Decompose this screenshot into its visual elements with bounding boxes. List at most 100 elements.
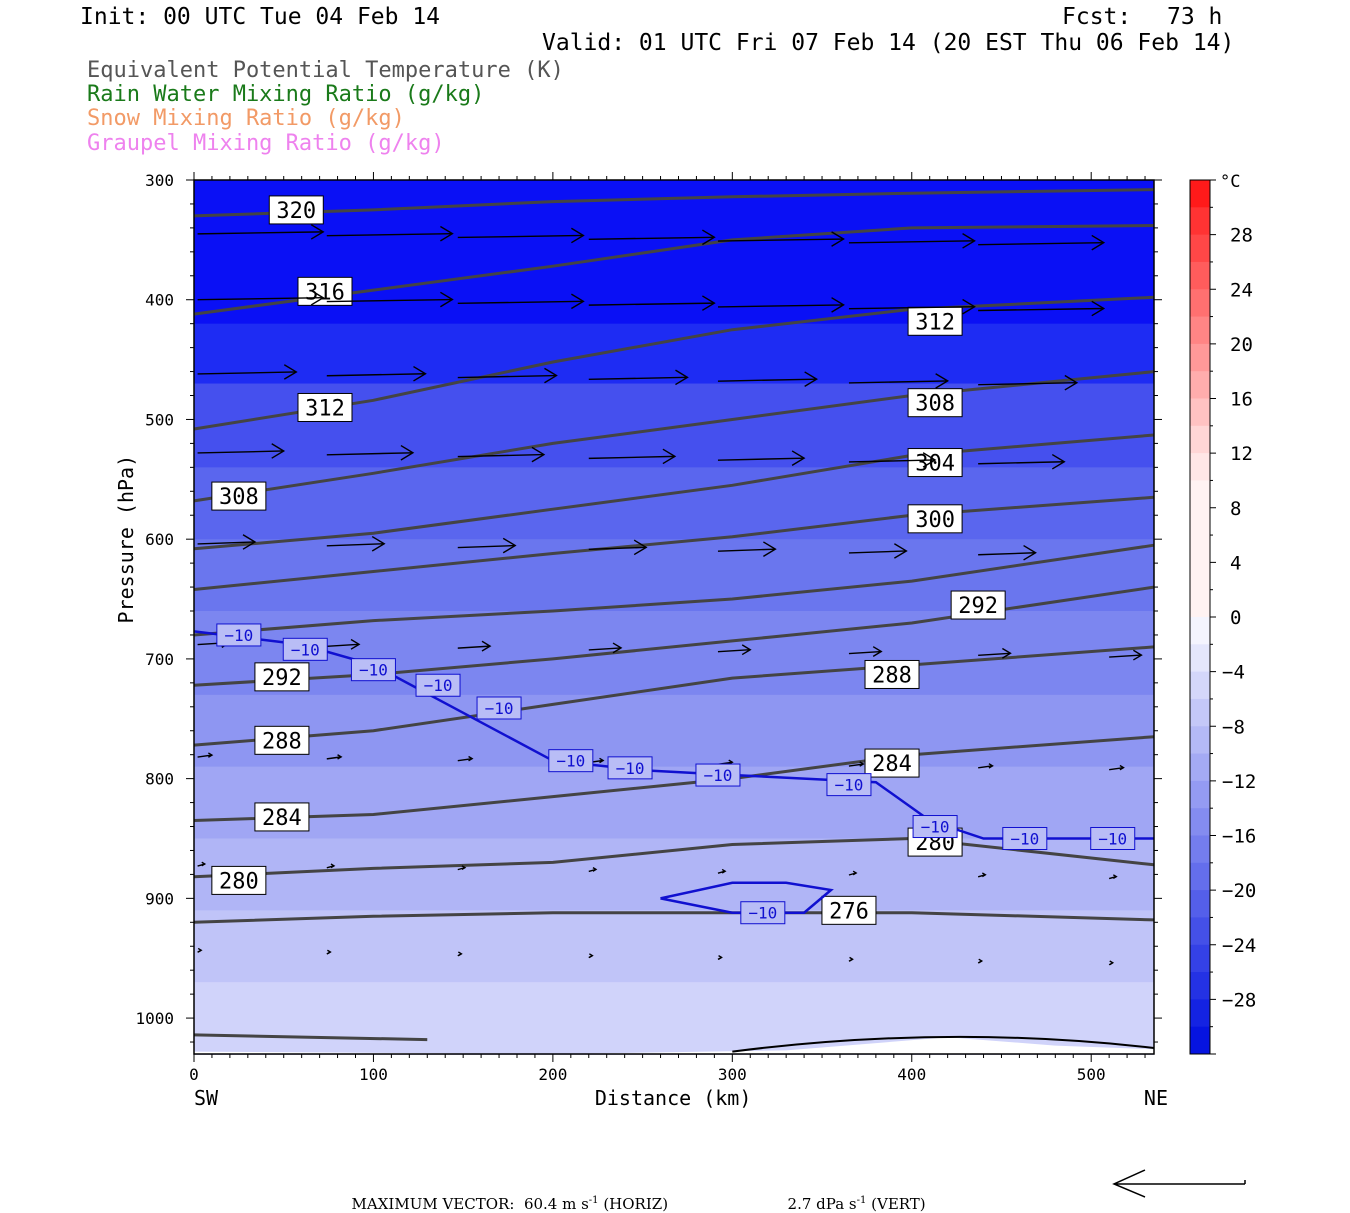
sw-label: SW [194,1086,219,1110]
shading-band [194,766,1154,840]
plot-frame [193,179,1155,1055]
temperature-label: −10 [1010,829,1039,848]
colorbar-swatch [1190,862,1210,891]
wind-arrow [848,306,975,310]
theta-e-line [193,188,1155,218]
wind-arrow-head [718,955,723,960]
wind-arrow [457,544,516,549]
wind-arrow [717,378,817,382]
wind-arrow [717,238,844,242]
wind-arrow-head [468,755,474,762]
wind-arrow-head [849,956,854,962]
x-tick-label: 500 [1077,1065,1106,1084]
wind-arrow-head [859,761,865,767]
colorbar-swatch [1190,671,1210,700]
wind-arrow [326,452,413,456]
y-tick-label: 500 [145,410,174,429]
wind-arrow-head [831,297,845,313]
colorbar-unit: °C [1220,172,1240,192]
wind-arrow-head [571,227,585,244]
theta-e-label-box [254,725,310,755]
theta-e-label: 292 [262,666,302,691]
wind-arrow [848,459,936,463]
temperature-label-box [282,637,328,661]
x-tick-label: 100 [359,1065,388,1084]
theta-e-label-box [254,802,310,832]
wind-arrow [978,652,1011,657]
colorbar-swatch [1190,207,1210,236]
shading-band [194,910,1154,984]
colorbar-swatch [1190,261,1210,290]
temperature-label-box [740,901,786,925]
theta-e-label-box [297,392,353,422]
wind-arrow-head [310,224,325,240]
theta-e-line [193,543,1155,637]
colorbar-swatch [1190,617,1210,645]
temperature-line [660,881,834,914]
wind-arrow [588,455,675,460]
legend-snow: Snow Mixing Ratio (g/kg) [87,106,405,131]
wind-arrow-head [791,450,806,466]
temperature-label: −10 [556,752,585,771]
legend-theta-e: Equivalent Potential Temperature (K) [87,58,564,83]
surface-contour [193,1033,428,1042]
wind-arrow-head [1133,649,1143,661]
wind-arrow-head [741,644,752,656]
wind-arrow [457,374,557,379]
wind-arrow-head [461,865,467,871]
colorbar-swatch [1190,535,1210,563]
colorbar-tick-label: −20 [1222,880,1256,902]
wind-arrow [1109,766,1124,771]
wind-arrow-head [1119,764,1125,771]
valid-time: Valid: 01 UTC Fri 07 Feb 14 (20 EST Thu … [542,30,1235,56]
wind-arrow-head [763,541,777,557]
colorbar-tick-label: 8 [1230,498,1241,520]
wind-arrow [848,763,864,767]
wind-arrow [588,647,622,651]
temperature-label-box [607,756,653,780]
y-axis-title: Pressure (hPa) [114,455,138,624]
colorbar-tick-label: 4 [1230,552,1241,574]
wind-arrow [978,461,1065,465]
wind-arrow [588,376,688,381]
temperature-label: −10 [748,904,777,923]
theta-e-label: 288 [262,729,302,754]
legend-rain: Rain Water Mixing Ratio (g/kg) [87,82,485,107]
wind-arrow [326,298,453,303]
wind-arrow [588,302,715,306]
temperature-contours: −10 −10 −10 −10 −10 −10 −10 −10 −10 −10 −10 −10 −10 [193,623,1154,925]
wind-arrow-head [544,367,558,384]
theta-e-line [193,645,1155,747]
colorbar-swatch [1190,180,1210,208]
theta-e-line [193,735,1155,822]
wind-arrow-head [440,291,454,308]
wind-arrow-head [1112,874,1118,880]
theta-e-label: 308 [915,392,955,417]
vert-tag: (VERT) [871,1195,926,1213]
wind-arrow-head [702,229,716,246]
wind-arrow [978,382,1077,386]
colorbar-swatch [1190,398,1210,427]
ne-label: NE [1144,1086,1168,1110]
temperature-shading [193,180,1155,1055]
colorbar-swatch [1190,589,1210,618]
wind-arrow-head [922,452,937,468]
wind-arrow-head [962,298,976,315]
wind-arrow-head [599,757,605,764]
wind-arrow [197,754,213,758]
wind-arrow [848,380,948,384]
theta-e-label-box [821,895,877,925]
wind-arrow [717,304,844,308]
x-tick-label: 300 [718,1065,747,1084]
wind-arrow-head [1002,647,1012,659]
colorbar-swatch [1190,507,1210,536]
y-tick-label: 1000 [135,1009,174,1028]
horiz-tag: (HORIZ) [603,1195,669,1213]
colorbar-swatch [1190,972,1210,1000]
wind-arrow [326,756,342,760]
legend-graupel: Graupel Mixing Ratio (g/kg) [87,131,445,156]
wind-arrow [717,457,805,461]
colorbar-swatch [1190,753,1210,782]
y-tick-label: 400 [145,291,174,310]
